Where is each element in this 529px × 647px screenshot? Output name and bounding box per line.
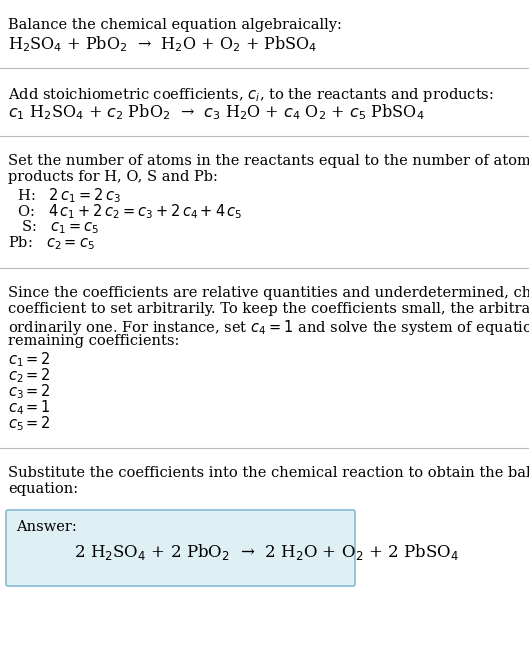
Text: Set the number of atoms in the reactants equal to the number of atoms in the: Set the number of atoms in the reactants… bbox=[8, 154, 529, 168]
Text: products for H, O, S and Pb:: products for H, O, S and Pb: bbox=[8, 170, 218, 184]
Text: $c_2 = 2$: $c_2 = 2$ bbox=[8, 366, 51, 385]
Text: remaining coefficients:: remaining coefficients: bbox=[8, 334, 179, 348]
Text: ordinarily one. For instance, set $c_4 = 1$ and solve the system of equations fo: ordinarily one. For instance, set $c_4 =… bbox=[8, 318, 529, 337]
Text: S:   $c_1 = c_5$: S: $c_1 = c_5$ bbox=[8, 218, 99, 236]
Text: coefficient to set arbitrarily. To keep the coefficients small, the arbitrary va: coefficient to set arbitrarily. To keep … bbox=[8, 302, 529, 316]
Text: $c_1$ H$_2$SO$_4$ + $c_2$ PbO$_2$  →  $c_3$ H$_2$O + $c_4$ O$_2$ + $c_5$ PbSO$_4: $c_1$ H$_2$SO$_4$ + $c_2$ PbO$_2$ → $c_3… bbox=[8, 102, 424, 122]
Text: Balance the chemical equation algebraically:: Balance the chemical equation algebraica… bbox=[8, 18, 342, 32]
Text: Pb:   $c_2 = c_5$: Pb: $c_2 = c_5$ bbox=[8, 234, 95, 252]
Text: Add stoichiometric coefficients, $c_i$, to the reactants and products:: Add stoichiometric coefficients, $c_i$, … bbox=[8, 86, 494, 104]
Text: $c_1 = 2$: $c_1 = 2$ bbox=[8, 350, 51, 369]
Text: Substitute the coefficients into the chemical reaction to obtain the balanced: Substitute the coefficients into the che… bbox=[8, 466, 529, 480]
Text: $c_5 = 2$: $c_5 = 2$ bbox=[8, 414, 51, 433]
Text: $c_3 = 2$: $c_3 = 2$ bbox=[8, 382, 51, 400]
Text: equation:: equation: bbox=[8, 482, 78, 496]
Text: H$_2$SO$_4$ + PbO$_2$  →  H$_2$O + O$_2$ + PbSO$_4$: H$_2$SO$_4$ + PbO$_2$ → H$_2$O + O$_2$ +… bbox=[8, 34, 317, 54]
Text: Since the coefficients are relative quantities and underdetermined, choose a: Since the coefficients are relative quan… bbox=[8, 286, 529, 300]
Text: O:   $4\,c_1 + 2\,c_2 = c_3 + 2\,c_4 + 4\,c_5$: O: $4\,c_1 + 2\,c_2 = c_3 + 2\,c_4 + 4\,… bbox=[8, 202, 242, 221]
FancyBboxPatch shape bbox=[6, 510, 355, 586]
Text: $c_4 = 1$: $c_4 = 1$ bbox=[8, 398, 51, 417]
Text: H:   $2\,c_1 = 2\,c_3$: H: $2\,c_1 = 2\,c_3$ bbox=[8, 186, 121, 204]
Text: Answer:: Answer: bbox=[16, 520, 77, 534]
Text: 2 H$_2$SO$_4$ + 2 PbO$_2$  →  2 H$_2$O + O$_2$ + 2 PbSO$_4$: 2 H$_2$SO$_4$ + 2 PbO$_2$ → 2 H$_2$O + O… bbox=[53, 542, 459, 562]
